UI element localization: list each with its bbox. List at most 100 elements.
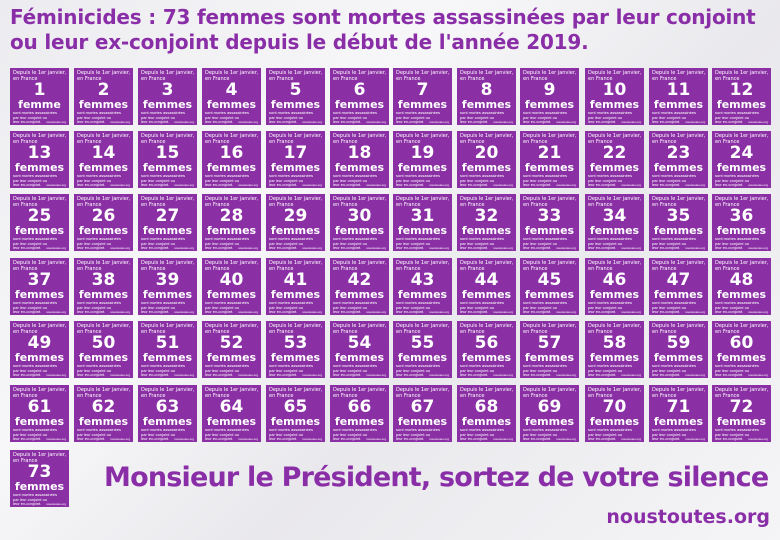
poster-text: sont mortes assassinées par leur conjoin… bbox=[141, 173, 186, 187]
poster-unit: femmes bbox=[589, 288, 640, 301]
poster-26: Depuis le 1er janvier, en France 26 femmes… bbox=[74, 194, 133, 251]
poster-site: noustoutes.org bbox=[685, 120, 705, 124]
poster-9: Depuis le 1er janvier, en France 9 femmes s… bbox=[520, 68, 579, 125]
poster-intro: Depuis le 1er janvier, en France bbox=[269, 133, 323, 145]
poster-53: Depuis le 1er janvier, en France 53 femmes… bbox=[266, 321, 325, 378]
poster-intro: Depuis le 1er janvier, en France bbox=[396, 196, 450, 208]
poster-number: 64 bbox=[219, 397, 244, 417]
poster-text: sont mortes assassinées par leur conjoin… bbox=[715, 427, 760, 441]
poster-11: Depuis le 1er janvier, en France 11 femmes… bbox=[649, 68, 708, 125]
poster-site: noustoutes.org bbox=[366, 310, 386, 314]
poster-site: noustoutes.org bbox=[46, 183, 66, 187]
poster-intro: Depuis le 1er janvier, en France bbox=[715, 387, 769, 399]
poster-text: sont mortes assassinées par leur conjoin… bbox=[205, 173, 250, 187]
poster-text: sont mortes assassinées par leur conjoin… bbox=[460, 173, 505, 187]
poster-site: noustoutes.org bbox=[110, 373, 130, 377]
poster-intro: Depuis le 1er janvier, en France bbox=[13, 452, 67, 464]
poster-unit: femme bbox=[18, 98, 61, 111]
poster-unit: femmes bbox=[461, 351, 512, 364]
poster-site: noustoutes.org bbox=[493, 373, 513, 377]
poster-number: 16 bbox=[219, 143, 244, 163]
poster-site: noustoutes.org bbox=[110, 310, 130, 314]
poster-site: noustoutes.org bbox=[46, 120, 66, 124]
poster-number: 15 bbox=[155, 143, 180, 163]
poster-number: 9 bbox=[543, 80, 556, 100]
poster-36: Depuis le 1er janvier, en France 36 femmes… bbox=[712, 194, 771, 251]
poster-unit: femmes bbox=[461, 224, 512, 237]
poster-number: 19 bbox=[410, 143, 435, 163]
poster-text: sont mortes assassinées par leur conjoin… bbox=[141, 363, 186, 377]
poster-site: noustoutes.org bbox=[556, 246, 576, 250]
poster-intro: Depuis le 1er janvier, en France bbox=[269, 70, 323, 82]
poster-24: Depuis le 1er janvier, en France 24 femmes… bbox=[712, 131, 771, 188]
poster-41: Depuis le 1er janvier, en France 41 femmes… bbox=[266, 258, 325, 315]
poster-intro: Depuis le 1er janvier, en France bbox=[652, 196, 706, 208]
poster-site: noustoutes.org bbox=[493, 183, 513, 187]
poster-unit: femmes bbox=[142, 415, 193, 428]
poster-unit: femmes bbox=[716, 351, 767, 364]
poster-unit: femmes bbox=[461, 161, 512, 174]
poster-unit: femmes bbox=[14, 415, 65, 428]
poster-site: noustoutes.org bbox=[556, 310, 576, 314]
poster-unit: femmes bbox=[142, 161, 193, 174]
poster-text: sont mortes assassinées par leur conjoin… bbox=[13, 110, 58, 124]
poster-text: sont mortes assassinées par leur conjoin… bbox=[205, 363, 250, 377]
poster-site: noustoutes.org bbox=[238, 246, 258, 250]
poster-22: Depuis le 1er janvier, en France 22 femmes… bbox=[585, 131, 644, 188]
poster-site: noustoutes.org bbox=[621, 183, 641, 187]
poster-unit: femmes bbox=[270, 98, 321, 111]
poster-site: noustoutes.org bbox=[110, 183, 130, 187]
poster-intro: Depuis le 1er janvier, en France bbox=[141, 260, 195, 272]
poster-unit: femmes bbox=[397, 288, 448, 301]
poster-number: 17 bbox=[283, 143, 308, 163]
poster-text: sont mortes assassinées par leur conjoin… bbox=[396, 110, 441, 124]
poster-intro: Depuis le 1er janvier, en France bbox=[333, 196, 387, 208]
poster-site: noustoutes.org bbox=[493, 310, 513, 314]
poster-number: 59 bbox=[666, 333, 691, 353]
poster-number: 44 bbox=[474, 270, 499, 290]
poster-intro: Depuis le 1er janvier, en France bbox=[460, 260, 514, 272]
poster-text: sont mortes assassinées par leur conjoin… bbox=[333, 173, 378, 187]
poster-site: noustoutes.org bbox=[685, 437, 705, 441]
poster-unit: femmes bbox=[589, 161, 640, 174]
poster-number: 11 bbox=[666, 80, 691, 100]
poster-4: Depuis le 1er janvier, en France 4 femmes s… bbox=[202, 68, 261, 125]
poster-intro: Depuis le 1er janvier, en France bbox=[333, 387, 387, 399]
poster-site: noustoutes.org bbox=[429, 373, 449, 377]
poster-29: Depuis le 1er janvier, en France 29 femmes… bbox=[266, 194, 325, 251]
poster-text: sont mortes assassinées par leur conjoin… bbox=[333, 427, 378, 441]
poster-32: Depuis le 1er janvier, en France 32 femmes… bbox=[457, 194, 516, 251]
poster-37: Depuis le 1er janvier, en France 37 femmes… bbox=[10, 258, 69, 315]
poster-text: sont mortes assassinées par leur conjoin… bbox=[715, 173, 760, 187]
poster-site: noustoutes.org bbox=[238, 120, 258, 124]
poster-intro: Depuis le 1er janvier, en France bbox=[460, 133, 514, 145]
poster-intro: Depuis le 1er janvier, en France bbox=[77, 323, 131, 335]
poster-number: 13 bbox=[27, 143, 52, 163]
poster-number: 29 bbox=[283, 206, 308, 226]
poster-number: 30 bbox=[347, 206, 372, 226]
poster-text: sont mortes assassinées par leur conjoin… bbox=[588, 300, 633, 314]
poster-number: 8 bbox=[480, 80, 493, 100]
poster-unit: femmes bbox=[334, 161, 385, 174]
poster-unit: femmes bbox=[716, 415, 767, 428]
poster-intro: Depuis le 1er janvier, en France bbox=[269, 196, 323, 208]
poster-text: sont mortes assassinées par leur conjoin… bbox=[523, 110, 568, 124]
poster-intro: Depuis le 1er janvier, en France bbox=[269, 387, 323, 399]
poster-unit: femmes bbox=[397, 98, 448, 111]
poster-intro: Depuis le 1er janvier, en France bbox=[588, 70, 642, 82]
poster-25: Depuis le 1er janvier, en France 25 femmes… bbox=[10, 194, 69, 251]
poster-text: sont mortes assassinées par leur conjoin… bbox=[588, 173, 633, 187]
poster-number: 21 bbox=[537, 143, 562, 163]
poster-intro: Depuis le 1er janvier, en France bbox=[333, 70, 387, 82]
poster-73: Depuis le 1er janvier, en France 73 femmes… bbox=[10, 450, 69, 507]
poster-site: noustoutes.org bbox=[174, 373, 194, 377]
poster-16: Depuis le 1er janvier, en France 16 femmes… bbox=[202, 131, 261, 188]
poster-number: 55 bbox=[410, 333, 435, 353]
poster-text: sont mortes assassinées par leur conjoin… bbox=[715, 363, 760, 377]
poster-intro: Depuis le 1er janvier, en France bbox=[715, 133, 769, 145]
poster-number: 34 bbox=[602, 206, 627, 226]
poster-unit: femmes bbox=[334, 415, 385, 428]
poster-unit: femmes bbox=[206, 415, 257, 428]
poster-40: Depuis le 1er janvier, en France 40 femmes… bbox=[202, 258, 261, 315]
